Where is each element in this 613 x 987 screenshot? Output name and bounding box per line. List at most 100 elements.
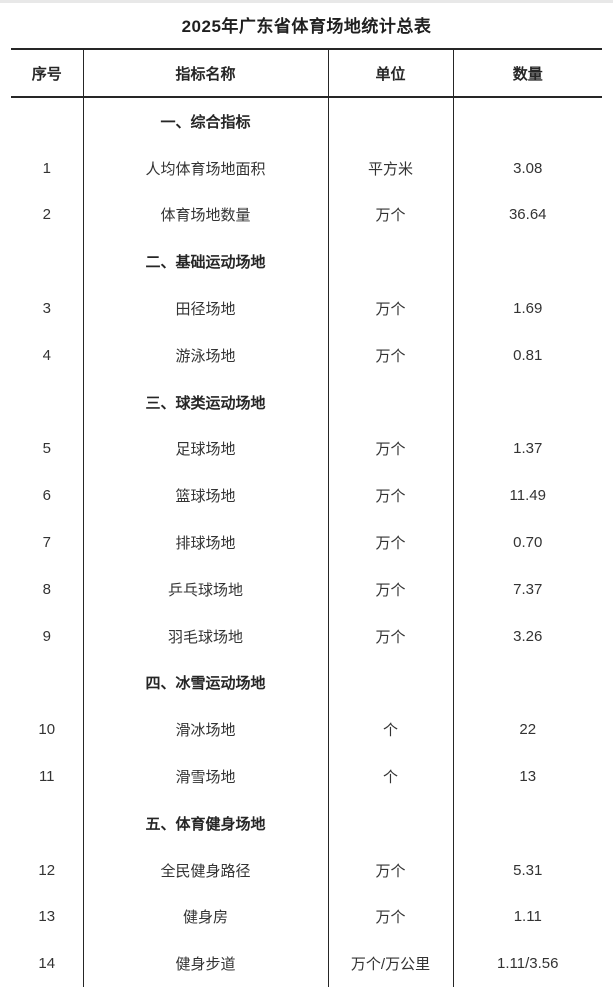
unit-cell: 万个/万公里 (327, 940, 453, 987)
unit-cell: 万个 (327, 612, 453, 660)
unit-cell: 万个 (327, 519, 453, 566)
value-cell (452, 659, 602, 707)
table-row: 13 健身房 万个 1.11 (11, 893, 602, 941)
indicator-name-cell: 滑雪场地 (82, 753, 328, 800)
indicator-name-cell: 全民健身路径 (82, 846, 328, 894)
table-body: 一、综合指标 1 人均体育场地面积 平方米 3.08 2 体育场地数量 万个 36.64 二、基础… (11, 97, 602, 987)
value-cell: 13 (452, 753, 602, 800)
value-cell (452, 238, 602, 286)
section-row: 三、球类运动场地 (11, 378, 602, 426)
row-number-cell: 2 (42, 206, 51, 224)
table-row: 2 体育场地数量 万个 36.64 (11, 191, 602, 239)
section-row: 五、体育健身场地 (11, 799, 602, 847)
indicator-name-cell: 二、基础运动场地 (82, 238, 328, 286)
indicator-name-cell: 游泳场地 (82, 331, 328, 379)
unit-cell (327, 799, 453, 847)
indicator-name-cell: 乒乓球场地 (82, 565, 328, 613)
indicator-name-cell: 健身房 (82, 893, 328, 941)
unit-cell: 万个 (327, 565, 453, 613)
value-cell: 0.70 (452, 519, 602, 566)
top-divider (0, 0, 613, 3)
row-number-cell: 3 (42, 300, 51, 318)
unit-cell: 万个 (327, 472, 453, 520)
value-cell: 5.31 (452, 846, 602, 894)
unit-cell: 个 (327, 706, 453, 754)
row-number-cell (11, 238, 83, 285)
table-row: 3 田径场地 万个 1.69 (11, 285, 602, 332)
page-title: 2025年广东省体育场地统计总表 (181, 17, 432, 36)
row-number-cell: 10 (38, 721, 56, 739)
row-number-cell: 4 (42, 346, 51, 364)
row-number-cell: 9 (42, 627, 51, 645)
row-number-cell: 8 (42, 580, 51, 598)
value-cell (452, 799, 602, 847)
table-row: 7 排球场地 万个 0.70 (11, 519, 602, 566)
indicator-name-cell: 一、综合指标 (82, 97, 328, 145)
unit-cell (327, 659, 453, 707)
table-row: 14 健身步道 万个/万公里 1.11/3.56 (11, 940, 602, 987)
table-row: 9 羽毛球场地 万个 3.26 (11, 612, 602, 660)
table-row: 12 全民健身路径 万个 5.31 (11, 846, 602, 894)
value-cell: 1.11/3.56 (452, 940, 602, 987)
indicator-name-cell: 排球场地 (82, 519, 328, 566)
value-cell: 22 (452, 706, 602, 754)
indicator-name-cell: 四、冰雪运动场地 (82, 659, 328, 707)
value-cell: 36.64 (452, 191, 602, 239)
row-number-cell (11, 97, 83, 145)
table-row: 6 篮球场地 万个 11.49 (11, 472, 602, 520)
value-cell (452, 378, 602, 426)
row-number-cell: 12 (38, 861, 56, 879)
unit-cell: 万个 (327, 846, 453, 894)
unit-cell: 万个 (327, 285, 453, 332)
row-number-cell: 7 (42, 534, 51, 552)
indicator-name-cell: 体育场地数量 (82, 191, 328, 239)
column-header-unit: 单位 (327, 49, 453, 98)
indicator-name-cell: 羽毛球场地 (82, 612, 328, 660)
unit-cell: 万个 (327, 191, 453, 239)
value-cell: 3.26 (452, 612, 602, 660)
unit-cell: 个 (327, 753, 453, 800)
indicator-name-cell: 足球场地 (82, 425, 328, 473)
unit-cell (327, 238, 453, 286)
value-cell: 1.37 (452, 425, 602, 473)
value-cell: 3.08 (452, 144, 602, 192)
section-row: 二、基础运动场地 (11, 238, 602, 286)
unit-cell (327, 97, 453, 145)
row-number-cell: 6 (42, 487, 51, 505)
indicator-name-cell: 三、球类运动场地 (82, 378, 328, 426)
value-cell (452, 97, 602, 145)
row-number-cell: 11 (38, 768, 55, 786)
table-row: 4 游泳场地 万个 0.81 (11, 331, 602, 379)
sports-venues-table: 序号 指标名称 单位 数量 一、综合指标 1 人均体育场地面积 平方米 3.08 2 体育场… (11, 48, 602, 987)
row-number-cell: 13 (38, 908, 56, 926)
value-cell: 11.49 (452, 472, 602, 520)
column-header-name: 指标名称 (82, 49, 328, 98)
section-row: 四、冰雪运动场地 (11, 659, 602, 707)
value-cell: 1.69 (452, 285, 602, 332)
unit-cell: 万个 (327, 893, 453, 941)
unit-cell (327, 378, 453, 426)
column-header-no: 序号 (11, 49, 83, 98)
table-row: 10 滑冰场地个 22 (11, 706, 602, 754)
row-number-cell (11, 800, 83, 847)
table-header-row: 序号 指标名称 单位 数量 (11, 49, 602, 98)
row-number-cell: 14 (38, 955, 56, 973)
table-row: 8 乒乓球场地 万个 7.37 (11, 565, 602, 613)
unit-cell: 万个 (327, 425, 453, 473)
row-number-cell: 1 (42, 159, 51, 177)
row-number-cell: 5 (42, 440, 51, 458)
row-number-cell (11, 660, 83, 707)
column-header-value: 数量 (452, 49, 602, 98)
section-row: 一、综合指标 (11, 97, 602, 145)
indicator-name-cell: 健身步道 (82, 940, 328, 987)
value-cell: 7.37 (452, 565, 602, 613)
indicator-name-cell: 人均体育场地面积 (82, 144, 328, 192)
value-cell: 1.11 (452, 893, 602, 941)
value-cell: 0.81 (452, 331, 602, 379)
indicator-name-cell: 五、体育健身场地 (82, 799, 328, 847)
table-row: 1 人均体育场地面积 平方米 3.08 (11, 144, 602, 192)
indicator-name-cell: 篮球场地 (82, 472, 328, 520)
indicator-name-cell: 田径场地 (82, 285, 328, 332)
table-row: 5 足球场地 万个 1.37 (11, 425, 602, 473)
